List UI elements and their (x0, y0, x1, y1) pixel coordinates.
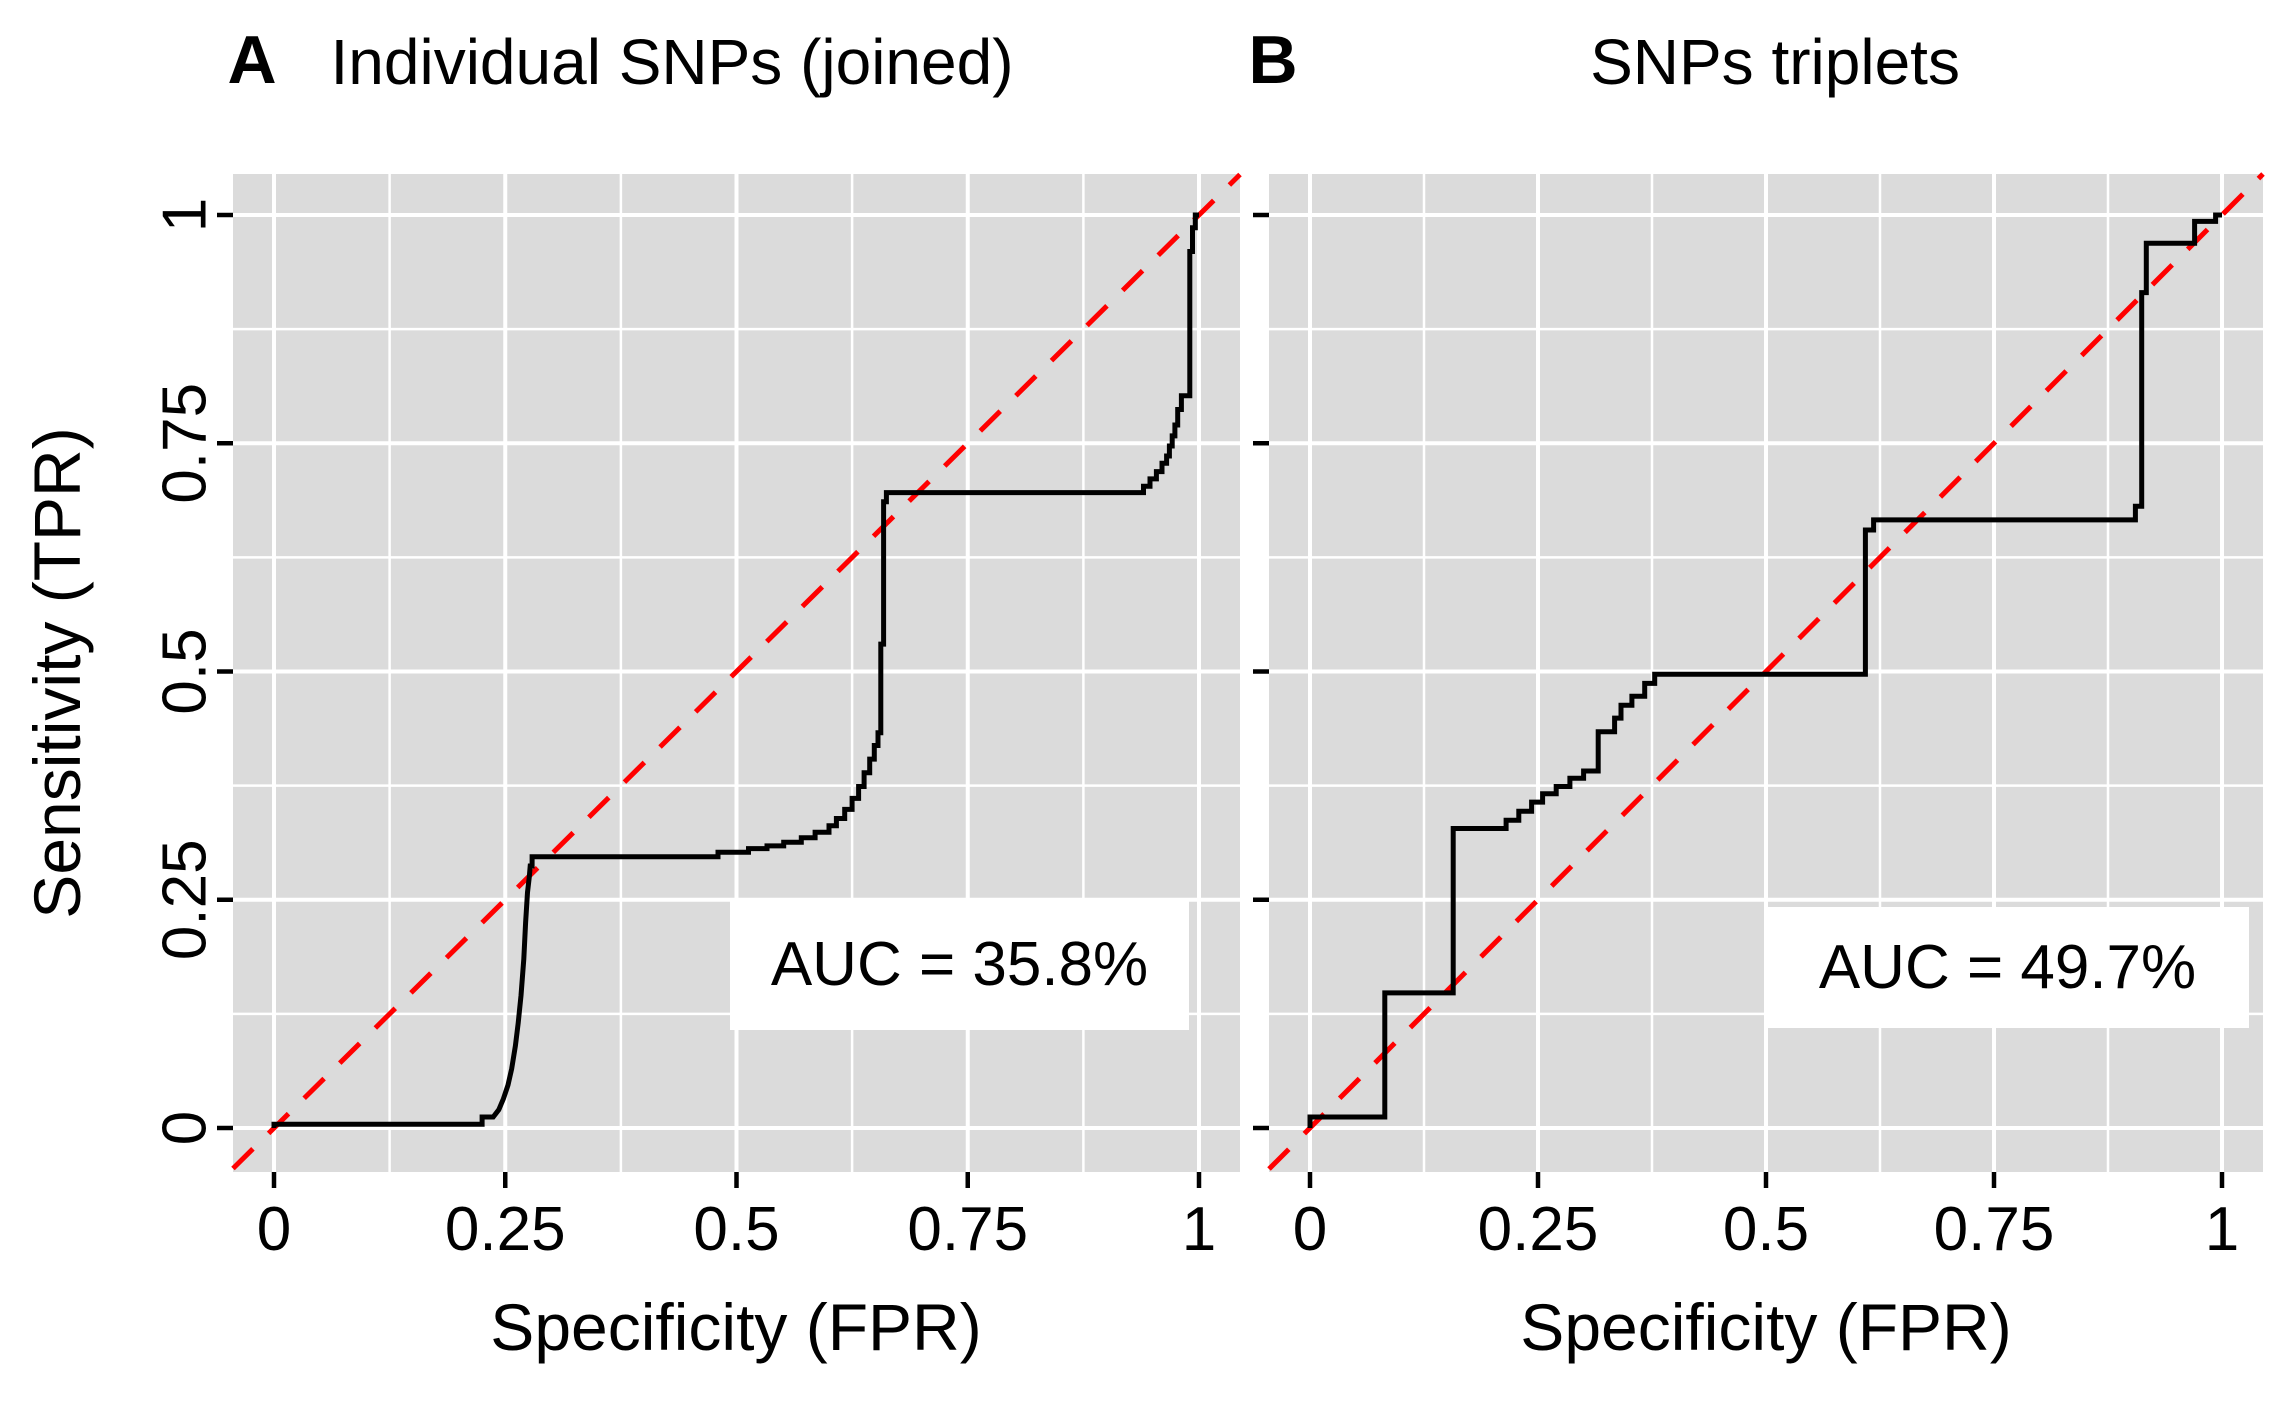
roc-curve (271, 212, 1199, 1128)
x-axis-title-panel-b: Specificity (FPR) (1520, 1290, 2012, 1364)
x-tick-label: 0.25 (1478, 1195, 1599, 1264)
axis-ticks (1253, 212, 2225, 1188)
y-tick-label: 1 (151, 198, 220, 232)
panel-a-label: A (227, 22, 277, 98)
x-tick-label: 0.5 (693, 1195, 779, 1264)
roc-curve (1307, 212, 2222, 1128)
x-tick-label: 1 (2205, 1195, 2239, 1264)
x-tick-label: 0 (1293, 1195, 1327, 1264)
x-axis-title-panel-a: Specificity (FPR) (490, 1290, 982, 1364)
axis-ticks (217, 212, 1202, 1188)
y-tick-label: 0.5 (151, 628, 220, 714)
x-tick-label: 0 (257, 1195, 291, 1264)
x-tick-label: 0.5 (1723, 1195, 1809, 1264)
y-tick-label: 0.75 (151, 383, 220, 504)
diagonal-reference-line (1267, 172, 2265, 1171)
y-tick-label: 0.25 (151, 839, 220, 960)
panel-b-title: SNPs triplets (1590, 26, 1960, 98)
x-tick-label: 1 (1182, 1195, 1216, 1264)
x-tick-label: 0.75 (1934, 1195, 2055, 1264)
panel-a: 0 0.25 0.5 0.75 1 0 0.25 0.5 0.75 1 (151, 172, 1242, 1264)
x-tick-label: 0.75 (907, 1195, 1028, 1264)
panel-b-label: B (1248, 22, 1298, 98)
y-tick-label: 0 (151, 1111, 220, 1145)
auc-label-panel-a: AUC = 35.8% (730, 898, 1189, 1030)
auc-label-panel-b: AUC = 49.7% (1766, 907, 2249, 1028)
x-tick-label: 0.25 (445, 1195, 566, 1264)
panel-b: 0 0.25 0.5 0.75 1 (1253, 172, 2265, 1264)
panel-a-title: Individual SNPs (joined) (330, 26, 1014, 98)
diagonal-reference-line (231, 172, 1242, 1171)
